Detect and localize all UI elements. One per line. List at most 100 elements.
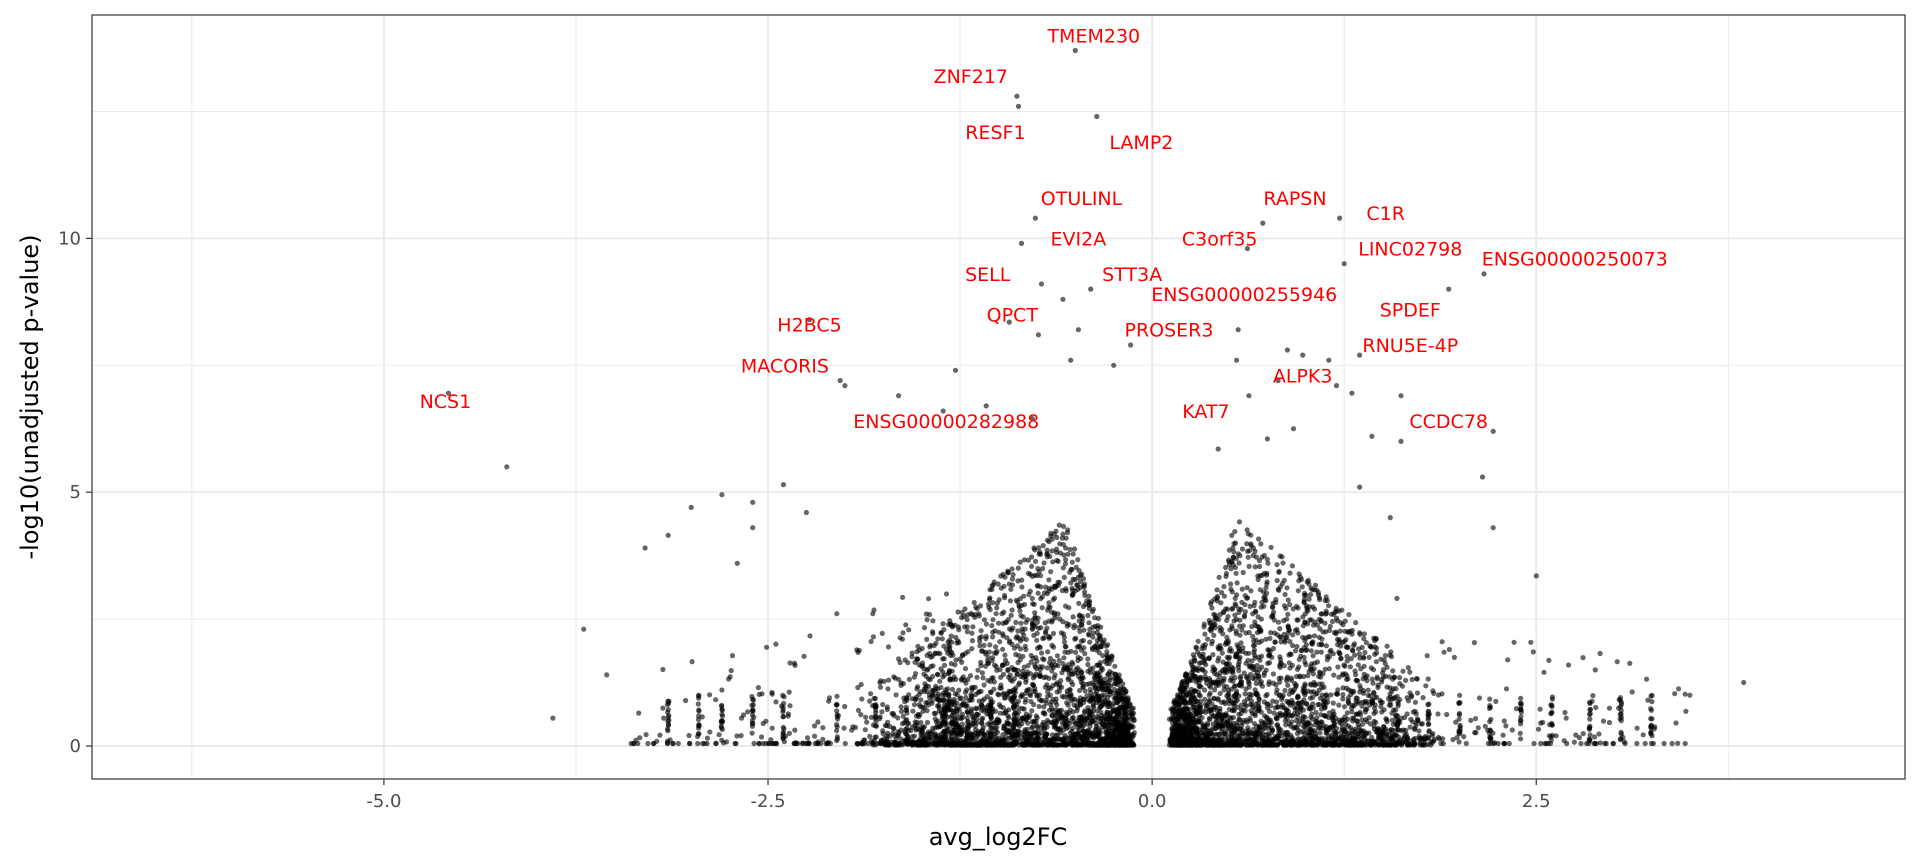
scatter-point	[1071, 702, 1077, 708]
scatter-point	[922, 685, 929, 691]
scatter-point	[1224, 634, 1230, 641]
scatter-point	[988, 725, 994, 731]
scatter-point	[978, 659, 984, 666]
scatter-point	[1176, 703, 1182, 709]
scatter-point	[1404, 711, 1410, 717]
scatter-point	[1087, 686, 1093, 692]
scatter-point	[1285, 682, 1291, 688]
scatter-point	[1296, 578, 1302, 584]
scatter-point	[1296, 656, 1302, 663]
scatter-point	[1013, 597, 1019, 603]
scatter-point	[1388, 702, 1394, 708]
scatter-point	[1046, 635, 1052, 641]
scatter-point	[1064, 700, 1070, 706]
scatter-point	[1038, 625, 1044, 631]
scatter-point	[1262, 713, 1268, 719]
scatter-point	[1070, 742, 1076, 748]
scatter-point	[1280, 560, 1286, 566]
scatter-point	[1052, 595, 1058, 601]
scatter-point	[1209, 605, 1215, 611]
scatter-point	[1348, 656, 1354, 662]
scatter-point	[1196, 683, 1202, 689]
scatter-point	[990, 617, 996, 623]
scatter-point	[1296, 664, 1302, 670]
scatter-point	[1246, 663, 1252, 670]
scatter-point	[1305, 634, 1311, 640]
scatter-point	[1347, 664, 1353, 670]
scatter-point	[1107, 704, 1113, 710]
scatter-point	[1248, 588, 1254, 594]
scatter-point	[1048, 685, 1054, 691]
scatter-point	[1015, 659, 1021, 666]
scatter-point	[1102, 693, 1108, 699]
scatter-point	[1287, 602, 1293, 608]
scatter-point	[956, 627, 962, 633]
scatter-point	[1268, 544, 1274, 551]
scatter-point	[1230, 554, 1236, 560]
scatter-point	[1309, 587, 1315, 593]
scatter-point	[947, 618, 953, 624]
scatter-point	[1287, 638, 1293, 645]
scatter-point	[1021, 601, 1028, 608]
scatter-point	[1264, 691, 1270, 698]
scatter-point	[1072, 546, 1078, 552]
scatter-point	[1063, 535, 1069, 541]
scatter-point	[1288, 742, 1294, 748]
scatter-point	[1236, 519, 1243, 525]
scatter-point	[1341, 704, 1348, 710]
scatter-point	[951, 729, 958, 735]
scatter-point	[1328, 692, 1334, 698]
scatter-point	[1061, 552, 1067, 558]
scatter-point	[1082, 709, 1088, 716]
scatter-point	[1283, 722, 1289, 728]
scatter-point	[906, 676, 913, 683]
scatter-point	[1013, 651, 1019, 658]
scatter-point	[1213, 725, 1219, 732]
scatter-point	[1211, 696, 1217, 702]
scatter-point	[978, 634, 985, 640]
scatter-point	[955, 609, 961, 615]
scatter-point	[940, 692, 946, 699]
scatter-point	[1094, 708, 1100, 714]
scatter-point	[1246, 684, 1252, 690]
scatter-point	[1030, 729, 1036, 736]
scatter-point	[1029, 595, 1035, 602]
scatter-point	[1223, 564, 1229, 571]
scatter-point	[1270, 698, 1276, 704]
scatter-point	[1302, 681, 1308, 687]
scatter-point	[969, 706, 975, 712]
scatter-point	[1242, 691, 1248, 697]
scatter-point	[915, 643, 921, 649]
scatter-point	[1338, 730, 1344, 736]
scatter-point	[1370, 667, 1377, 673]
scatter-point	[1252, 599, 1258, 605]
scatter-point	[1069, 559, 1075, 565]
scatter-point	[1206, 715, 1212, 721]
scatter-point	[1000, 646, 1006, 652]
scatter-point	[924, 636, 930, 643]
scatter-point	[1190, 704, 1196, 710]
scatter-point	[1302, 714, 1308, 720]
scatter-point	[1220, 659, 1226, 665]
scatter-point	[1295, 617, 1301, 623]
scatter-point	[1361, 631, 1367, 637]
scatter-point	[1232, 612, 1238, 618]
scatter-point	[1301, 673, 1307, 680]
scatter-point	[1222, 700, 1228, 707]
scatter-point	[1035, 615, 1041, 621]
scatter-point	[1217, 690, 1223, 697]
scatter-point	[1303, 642, 1309, 648]
scatter-point	[1070, 696, 1076, 702]
scatter-point	[1289, 642, 1296, 649]
scatter-point	[990, 634, 996, 640]
scatter-point	[1047, 655, 1053, 662]
scatter-point	[983, 621, 990, 627]
scatter-point	[1223, 742, 1229, 748]
scatter-point	[1008, 612, 1014, 619]
scatter-point	[1284, 729, 1290, 736]
scatter-point	[1042, 684, 1048, 690]
scatter-point	[1043, 630, 1049, 636]
scatter-point	[1344, 653, 1350, 660]
scatter-point	[996, 702, 1003, 708]
scatter-point	[1314, 649, 1320, 655]
